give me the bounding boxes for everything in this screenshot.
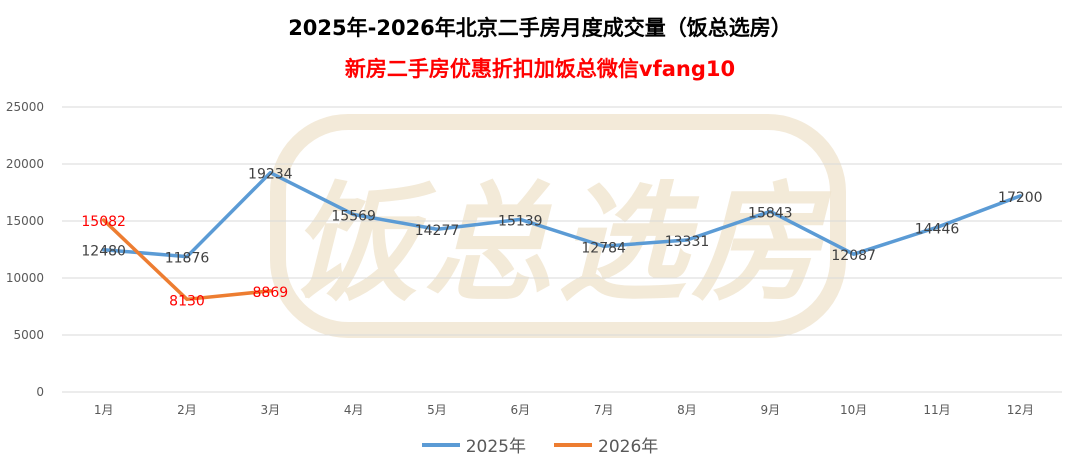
x-tick-label-11: 12月 xyxy=(1007,403,1034,417)
chart-subtitle: 新房二手房优惠折扣加饭总微信vfang10 xyxy=(344,57,736,81)
point-0-1 xyxy=(185,255,189,259)
x-tick-label-2: 3月 xyxy=(261,403,281,417)
data-label-0-3: 15569 xyxy=(331,209,376,225)
point-0-2 xyxy=(268,171,272,175)
y-tick-label-0: 0 xyxy=(36,385,44,399)
legend-item-2025[interactable]: 2025年 xyxy=(421,432,526,457)
point-0-5 xyxy=(518,217,522,221)
series-line-0 xyxy=(101,170,1023,259)
point-0-9 xyxy=(852,252,856,256)
x-tick-label-5: 6月 xyxy=(511,403,531,417)
data-label-1-0: 15082 xyxy=(81,214,126,230)
x-tick-label-6: 7月 xyxy=(594,403,614,417)
data-label-0-0: 12480 xyxy=(81,244,126,260)
data-label-1-1: 8130 xyxy=(169,293,205,309)
legend-swatch-2025 xyxy=(421,442,460,447)
point-0-10 xyxy=(935,225,939,229)
point-1-0 xyxy=(102,218,106,222)
legend: 2025年 2026年 xyxy=(0,432,1080,457)
data-labels: 12480 11876 19234 15569 14277 15139 12784 13331… xyxy=(81,167,1042,310)
data-label-0-7: 13331 xyxy=(665,234,710,250)
x-axis: 1月 2月 3月 4月 5月 6月 7月 8月 9月 10月 11月 12月 xyxy=(94,403,1034,417)
watermark-frame xyxy=(270,114,846,338)
point-0-8 xyxy=(768,209,772,213)
y-tick-label-4: 20000 xyxy=(6,157,44,171)
x-tick-label-1: 2月 xyxy=(177,403,197,417)
data-label-0-9: 12087 xyxy=(831,248,876,264)
x-tick-label-10: 11月 xyxy=(923,403,950,417)
point-0-6 xyxy=(602,244,606,248)
x-tick-label-9: 10月 xyxy=(840,403,867,417)
point-0-4 xyxy=(435,227,439,231)
data-label-0-4: 14277 xyxy=(415,223,460,239)
point-0-0 xyxy=(102,248,106,252)
y-axis: 0 5000 10000 15000 20000 25000 xyxy=(6,100,44,399)
legend-item-2026[interactable]: 2026年 xyxy=(554,432,658,457)
series-layer xyxy=(101,170,1023,302)
watermark-text: 饭总选房 xyxy=(290,170,832,319)
data-label-0-11: 17200 xyxy=(998,190,1043,206)
data-label-0-8: 15843 xyxy=(748,205,793,221)
data-label-1-2: 8869 xyxy=(253,285,289,301)
x-tick-label-8: 9月 xyxy=(761,403,781,417)
point-0-7 xyxy=(685,238,689,242)
y-tick-label-2: 10000 xyxy=(6,271,44,285)
legend-swatch-2026 xyxy=(554,442,592,447)
gridlines xyxy=(62,106,1062,393)
point-1-2 xyxy=(268,289,272,293)
watermark-logo: 饭总选房 xyxy=(270,114,846,338)
y-tick-label-5: 25000 xyxy=(6,100,44,114)
data-label-0-5: 15139 xyxy=(498,213,543,229)
point-1-1 xyxy=(185,297,189,301)
y-tick-label-1: 5000 xyxy=(13,328,44,342)
point-0-3 xyxy=(352,213,356,217)
x-tick-label-7: 8月 xyxy=(677,403,697,417)
chart-title: 2025年-2026年北京二手房月度成交量（饭总选房） xyxy=(288,16,792,40)
x-tick-label-4: 5月 xyxy=(427,403,447,417)
x-tick-label-0: 1月 xyxy=(94,403,114,417)
legend-label-2026: 2026年 xyxy=(598,437,659,457)
data-label-0-1: 11876 xyxy=(165,251,210,267)
legend-label-2025: 2025年 xyxy=(465,437,526,457)
y-tick-label-3: 15000 xyxy=(6,214,44,228)
x-tick-label-3: 4月 xyxy=(344,403,364,417)
data-label-0-10: 14446 xyxy=(915,221,960,237)
point-0-11 xyxy=(1018,194,1022,198)
data-label-0-6: 12784 xyxy=(581,240,626,256)
data-label-0-2: 19234 xyxy=(248,167,293,183)
